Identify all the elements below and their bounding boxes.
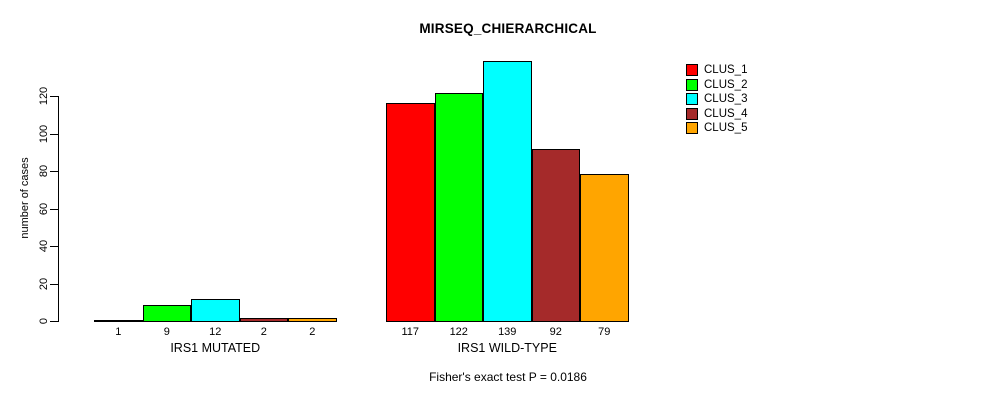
y-tick-mark — [50, 133, 58, 135]
bar-value-label: 9 — [163, 326, 170, 338]
y-tick-mark — [50, 96, 58, 97]
group-label: IRS1 MUTATED — [170, 341, 261, 355]
legend-item: CLUS_4 — [686, 107, 747, 122]
bar-value-label: 139 — [498, 326, 517, 338]
y-tick-mark — [50, 171, 58, 172]
y-tick-mark — [50, 283, 58, 285]
bar — [142, 305, 191, 322]
bar-value-label: 79 — [598, 326, 611, 338]
legend-item: CLUS_2 — [686, 78, 747, 93]
y-tick-label: 20 — [38, 277, 50, 290]
legend-swatch — [686, 93, 698, 106]
legend-item: CLUS_5 — [686, 121, 747, 136]
bar — [94, 320, 143, 322]
y-axis-label: number of cases — [19, 157, 31, 239]
chart-title: MIRSEQ_CHIERARCHICAL — [419, 21, 597, 36]
y-tick-label: 100 — [38, 124, 50, 143]
y-tick-label: 120 — [38, 86, 50, 106]
legend-label: CLUS_5 — [704, 122, 748, 135]
bar — [288, 318, 337, 322]
bar-value-label: 1 — [115, 326, 122, 338]
legend-swatch — [686, 78, 698, 91]
bar-value-label: 92 — [549, 326, 562, 338]
group-label: IRS1 WILD-TYPE — [457, 341, 557, 355]
y-tick-mark — [50, 246, 58, 247]
bar — [531, 149, 580, 322]
bar-value-label: 2 — [260, 326, 267, 338]
footnote-stat: Fisher's exact test P = 0.0186 — [429, 370, 587, 384]
y-tick-mark — [50, 321, 58, 322]
y-axis-line — [58, 96, 59, 322]
y-tick-label: 60 — [38, 202, 50, 215]
legend-swatch — [686, 107, 698, 120]
bar — [386, 103, 435, 322]
legend-swatch — [686, 64, 698, 77]
y-tick-label: 80 — [38, 164, 50, 178]
y-tick-label: 40 — [38, 239, 50, 253]
bar-value-label: 12 — [209, 326, 222, 338]
bar-value-label: 117 — [401, 326, 420, 338]
legend-label: CLUS_1 — [704, 64, 748, 77]
legend-item: CLUS_1 — [686, 63, 747, 78]
y-tick-label: 0 — [38, 317, 50, 325]
legend: CLUS_1 CLUS_2 CLUS_3 CLUS_4 CLUS_5 — [686, 63, 747, 136]
bar — [483, 61, 532, 322]
legend-item: CLUS_3 — [686, 92, 747, 107]
legend-label: CLUS_2 — [704, 78, 748, 91]
bar — [239, 318, 288, 322]
y-tick-mark — [50, 208, 58, 210]
legend-label: CLUS_4 — [704, 107, 748, 120]
legend-swatch — [686, 122, 698, 135]
bar-value-label: 122 — [449, 326, 468, 338]
bar-value-label: 2 — [309, 326, 316, 338]
bar — [434, 93, 483, 322]
bar — [191, 299, 240, 322]
legend-label: CLUS_3 — [704, 93, 748, 106]
bar — [580, 174, 629, 322]
